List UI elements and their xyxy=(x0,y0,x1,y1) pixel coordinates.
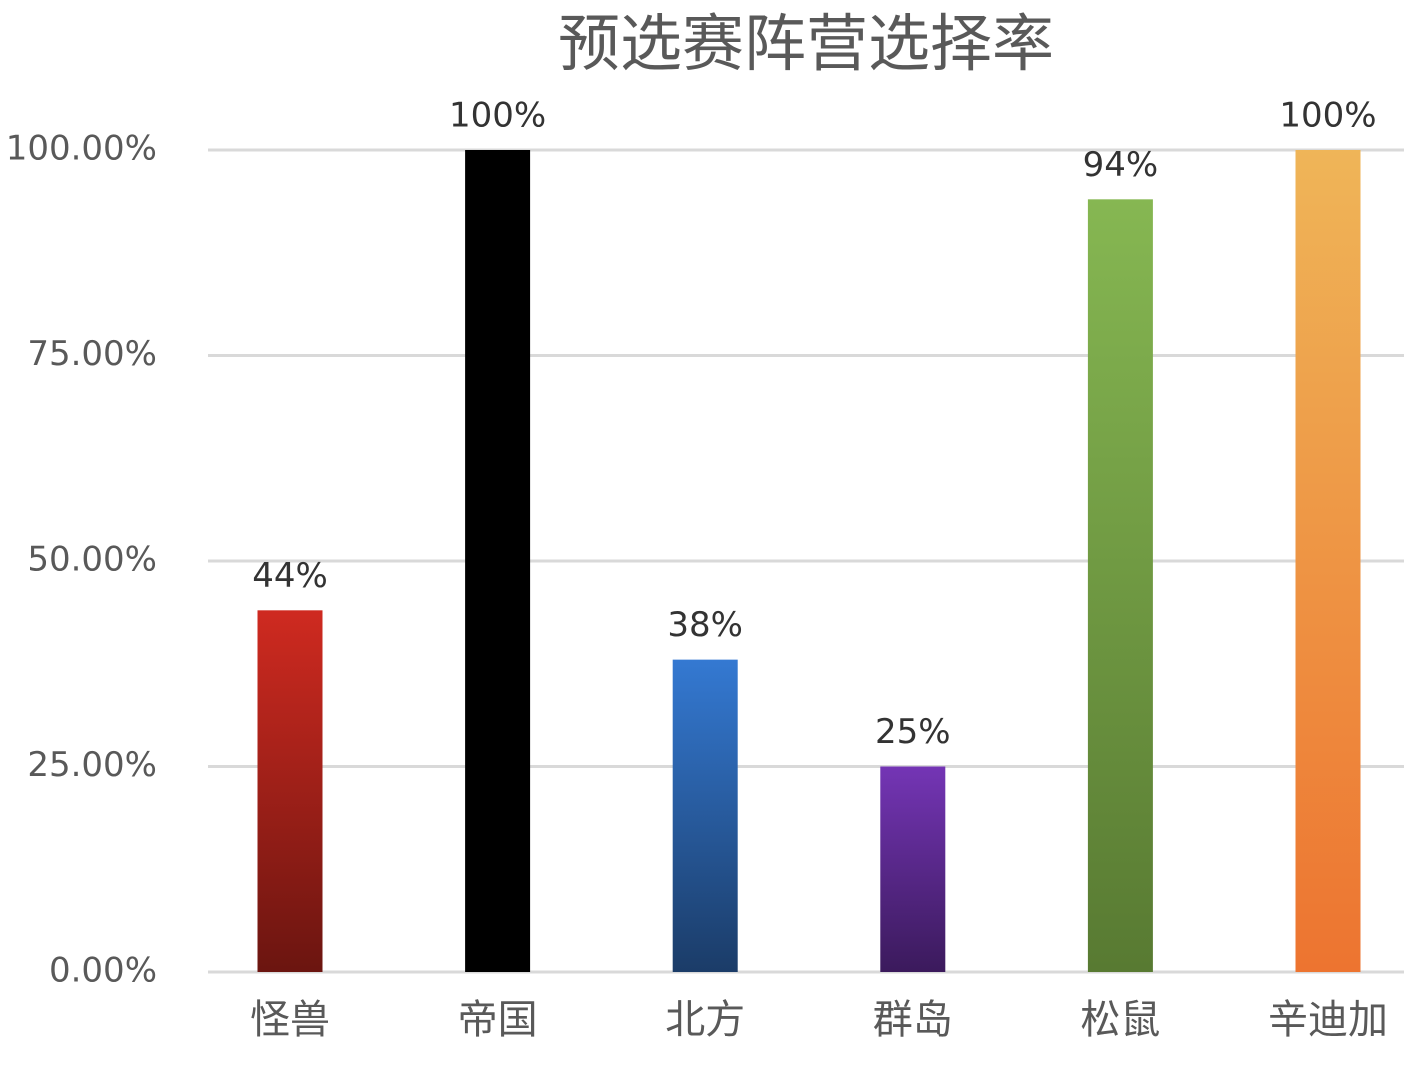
y-tick-label: 50.00% xyxy=(27,540,157,580)
x-tick-label: 群岛 xyxy=(873,997,953,1043)
y-tick-label: 75.00% xyxy=(27,334,157,374)
bar xyxy=(465,150,531,972)
x-tick-label: 帝国 xyxy=(458,997,538,1043)
x-tick-label: 松鼠 xyxy=(1080,997,1160,1043)
y-tick-label: 25.00% xyxy=(27,745,157,785)
value-label: 38% xyxy=(667,605,743,645)
x-tick-label: 辛迪加 xyxy=(1268,997,1388,1043)
chart-title: 预选赛阵营选择率 xyxy=(558,7,1054,80)
value-label: 100% xyxy=(449,96,546,136)
y-tick-label: 100.00% xyxy=(6,129,157,169)
bar xyxy=(672,659,738,972)
value-label: 44% xyxy=(252,556,328,596)
value-label: 25% xyxy=(875,712,951,752)
value-label: 100% xyxy=(1279,96,1376,136)
value-label: 94% xyxy=(1083,145,1159,185)
x-tick-label: 北方 xyxy=(665,997,745,1043)
y-tick-label: 0.00% xyxy=(49,951,157,991)
bar xyxy=(1295,150,1361,972)
bar xyxy=(880,766,946,972)
bar xyxy=(1087,199,1153,972)
x-tick-label: 怪兽 xyxy=(250,997,330,1043)
bar xyxy=(257,610,323,972)
